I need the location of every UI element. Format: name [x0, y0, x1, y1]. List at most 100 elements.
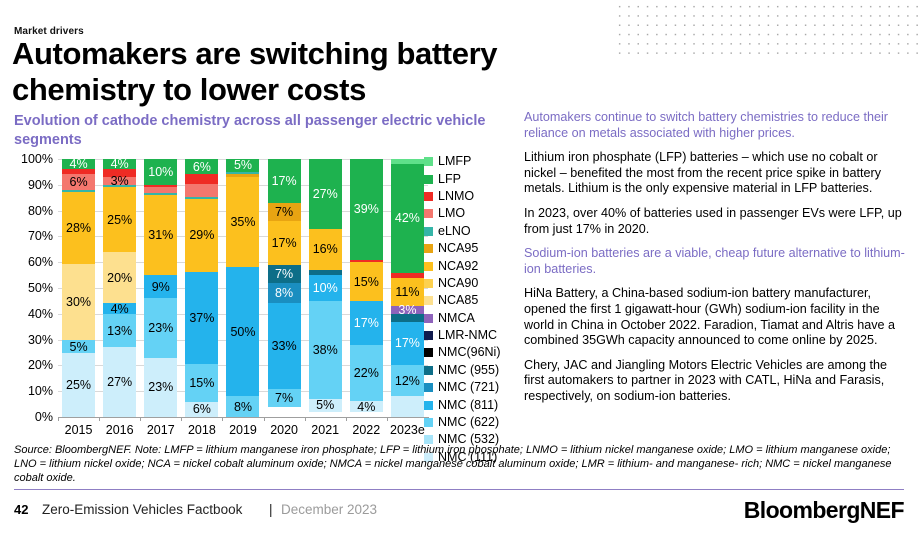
bar-column-2015[interactable]: 4% 6% 28% 30% 5% 25% 2015 — [58, 158, 99, 437]
legend-item-nca95[interactable]: NCA95 — [424, 240, 516, 257]
bar-segment-nca92[interactable]: 31% — [144, 195, 178, 276]
bar-segment-lmo[interactable] — [144, 187, 178, 193]
bar-segment-nca92[interactable]: 11% — [390, 277, 424, 307]
legend-item-nca90[interactable]: NCA90 — [424, 275, 516, 292]
legend-item-lnmo[interactable]: LNMO — [424, 188, 516, 205]
bar-segment-nca85[interactable]: 30% — [62, 263, 96, 341]
bar-segment-elno[interactable] — [62, 189, 96, 193]
bar-segment-nmc622[interactable]: 15% — [185, 364, 219, 402]
bar-segment-lfp[interactable]: 5% — [226, 159, 260, 172]
bar-segment-nmc811[interactable]: 9% — [144, 275, 178, 299]
bar-column-2021[interactable]: 27% 16% 10% 38% 5% 2021 — [305, 159, 346, 437]
bar-column-2018[interactable]: 6% 29% 37% 15% 6% 2018 — [181, 159, 222, 437]
legend-item-nmc955[interactable]: NMC (955) — [424, 362, 516, 379]
legend-item-nmc811[interactable]: NMC (811) — [424, 396, 516, 413]
bar-segment-lmo[interactable]: 3% — [103, 175, 137, 187]
bar-segment-nmc622[interactable]: 13% — [103, 313, 137, 348]
stacked-bar[interactable]: 42% 11% 3% 17% 12% — [390, 159, 424, 417]
legend-item-nmc622[interactable]: NMC (622) — [424, 414, 516, 431]
bar-segment-elno[interactable] — [144, 192, 178, 196]
stacked-bar[interactable]: 4% 6% 28% 30% 5% 25% — [62, 158, 96, 417]
legend-item-nmc111[interactable]: NMC (111) — [424, 449, 516, 466]
legend-item-nca85[interactable]: NCA85 — [424, 292, 516, 309]
legend-item-nmc532[interactable]: NMC (532) — [424, 431, 516, 448]
bar-segment-nmc955[interactable] — [308, 269, 342, 276]
legend-item-lmr-nmc[interactable]: LMR-NMC — [424, 327, 516, 344]
bar-column-2016[interactable]: 4% 3% 25% 20% 4% 13% 27% 2016 — [99, 158, 140, 437]
bar-segment-nmc622[interactable]: 8% — [226, 396, 260, 417]
bar-segment-lmfp[interactable] — [390, 159, 424, 165]
bar-segment-lfp[interactable]: 6% — [185, 159, 219, 175]
bar-segment-lfp[interactable]: 4% — [62, 158, 96, 170]
bar-segment-nmc111[interactable]: 25% — [62, 353, 96, 417]
bar-column-2023e[interactable]: 42% 11% 3% 17% 12% 2023e — [387, 159, 428, 437]
legend-item-lmfp[interactable]: LMFP — [424, 153, 516, 170]
bar-segment-elno[interactable] — [103, 184, 137, 188]
bar-segment-nmc622[interactable]: 23% — [144, 298, 178, 358]
bar-segment-lnmo[interactable] — [62, 169, 96, 175]
bar-segment-nca85[interactable]: 20% — [103, 251, 137, 304]
bar-segment-nmc955[interactable]: 7% — [267, 264, 301, 283]
bar-segment-nca95[interactable] — [226, 174, 260, 178]
bar-segment-nmc622[interactable]: 5% — [62, 340, 96, 354]
stacked-bar[interactable]: 10% 31% 9% 23% 23% — [144, 159, 178, 417]
bar-segment-lnmo[interactable] — [185, 174, 219, 185]
bar-segment-elno[interactable] — [226, 171, 260, 175]
stacked-bar[interactable]: 5% 35% 50% 8% — [226, 159, 260, 417]
legend-item-elno[interactable]: eLNO — [424, 223, 516, 240]
bar-segment-nca92[interactable]: 16% — [308, 228, 342, 270]
bar-segment-nmc111[interactable]: 5% — [308, 398, 342, 412]
stacked-bar[interactable]: 27% 16% 10% 38% 5% — [308, 159, 342, 417]
bar-segment-lnmo[interactable] — [144, 184, 178, 188]
bar-column-2017[interactable]: 10% 31% 9% 23% 23% 2017 — [140, 159, 181, 437]
stacked-bar[interactable]: 39% 15% 17% 22% 4% — [349, 159, 383, 417]
legend-item-nmc721[interactable]: NMC (721) — [424, 379, 516, 396]
bar-segment-nmc811[interactable]: 37% — [185, 271, 219, 365]
stacked-bar[interactable]: 4% 3% 25% 20% 4% 13% 27% — [103, 158, 137, 417]
bar-segment-nmc811[interactable]: 33% — [267, 303, 301, 389]
bar-segment-nmc811[interactable]: 50% — [226, 267, 260, 397]
bar-segment-lfp[interactable]: 10% — [144, 159, 178, 185]
bar-segment-lfp[interactable]: 4% — [103, 158, 137, 170]
bar-segment-nca92[interactable]: 17% — [267, 220, 301, 265]
bar-segment-lmo[interactable]: 6% — [62, 174, 96, 190]
bar-segment-nmc811[interactable]: 17% — [390, 321, 424, 366]
bar-segment-nca95[interactable]: 7% — [267, 202, 301, 221]
stacked-bar[interactable]: 6% 29% 37% 15% 6% — [185, 159, 219, 417]
bar-segment-nca92[interactable]: 35% — [226, 177, 260, 268]
bar-segment-nmc622[interactable]: 38% — [308, 300, 342, 399]
legend-item-lmo[interactable]: LMO — [424, 205, 516, 222]
bar-segment-nca92[interactable]: 28% — [62, 192, 96, 264]
bar-segment-lnmo[interactable] — [390, 272, 424, 278]
bar-segment-lmo[interactable] — [185, 184, 219, 197]
bar-segment-nca92[interactable]: 29% — [185, 199, 219, 272]
legend-item-nmc96ni[interactable]: NMC(96Ni) — [424, 344, 516, 361]
bar-segment-lnmo[interactable] — [349, 259, 383, 263]
bar-segment-nmc622[interactable]: 22% — [349, 344, 383, 402]
bar-segment-nmc721[interactable]: 8% — [267, 282, 301, 304]
bar-segment-nmc811[interactable]: 4% — [103, 302, 137, 315]
bar-segment-nmc811[interactable]: 10% — [308, 275, 342, 301]
bar-segment-nmc622[interactable]: 12% — [390, 365, 424, 397]
bar-segment-nca92[interactable]: 15% — [349, 262, 383, 301]
stacked-bar[interactable]: 17% 7% 17% 7% 8% 33% 7% — [267, 159, 301, 417]
bar-segment-nmc111[interactable]: 23% — [144, 357, 178, 417]
bar-segment-nmc811[interactable]: 17% — [349, 300, 383, 345]
bar-segment-lfp[interactable]: 27% — [308, 159, 342, 229]
bar-column-2020[interactable]: 17% 7% 17% 7% 8% 33% 7% 2020 — [264, 159, 305, 437]
bar-segment-nmc111[interactable]: 6% — [185, 401, 219, 417]
legend-item-lfp[interactable]: LFP — [424, 170, 516, 187]
bar-segment-nmc622[interactable]: 7% — [267, 388, 301, 407]
bar-segment-nmc111[interactable]: 27% — [103, 347, 137, 417]
bar-segment-lfp[interactable]: 17% — [267, 159, 301, 203]
bar-segment-elno[interactable] — [185, 196, 219, 200]
legend-item-nmca[interactable]: NMCA — [424, 310, 516, 327]
bar-column-2022[interactable]: 39% 15% 17% 22% 4% 2022 — [346, 159, 387, 437]
bar-segment-nmc955[interactable] — [390, 313, 424, 322]
bar-segment-nca92[interactable]: 25% — [103, 187, 137, 252]
bar-segment-lnmo[interactable] — [103, 169, 137, 178]
bar-segment-nmc111[interactable] — [390, 396, 424, 417]
legend-item-nca92[interactable]: NCA92 — [424, 257, 516, 274]
bar-segment-lfp[interactable]: 39% — [349, 159, 383, 260]
bar-segment-lfp[interactable]: 42% — [390, 164, 424, 273]
